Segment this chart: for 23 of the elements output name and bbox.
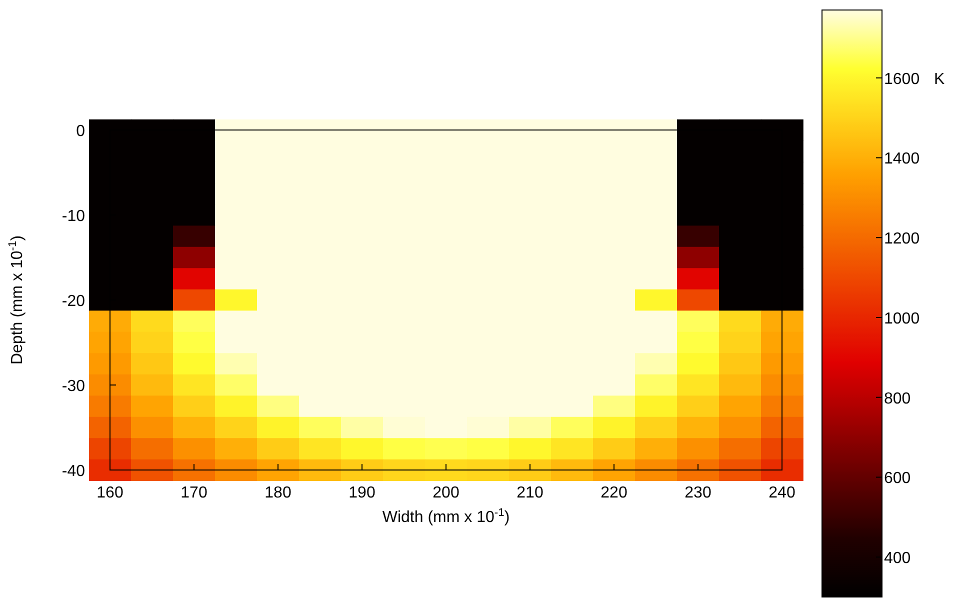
x-tick-label: 230 [684,484,712,502]
color-bar-label: 1400 [884,150,920,168]
x-tick-label: 210 [516,484,544,502]
x-tick-label: 240 [768,484,796,502]
color-bar-label: 800 [884,390,911,408]
color-bar-label: 1200 [884,230,920,248]
color-bar-title: K [934,70,945,88]
y-tick-label: -40 [62,463,86,480]
x-tick-label: 160 [96,484,124,502]
y-tick-label: -30 [62,378,86,395]
y-tick-label: 0 [76,123,86,140]
x-tick-label: 170 [180,484,208,502]
color-bar-label: 600 [884,470,911,488]
color-bar-label: 1000 [884,310,920,328]
color-bar-label: 1600 [884,70,920,88]
x-axis-title: Width (mm x 10$^{-1}$) [382,507,510,526]
y-tick-label: -10 [62,208,86,225]
x-tick-label: 220 [600,484,628,502]
x-tick-label: 180 [264,484,292,502]
color-bar-label: 400 [884,550,911,568]
x-tick-label: 190 [348,484,376,502]
x-tick-label: 200 [432,484,460,502]
y-tick-label: -20 [62,293,86,310]
